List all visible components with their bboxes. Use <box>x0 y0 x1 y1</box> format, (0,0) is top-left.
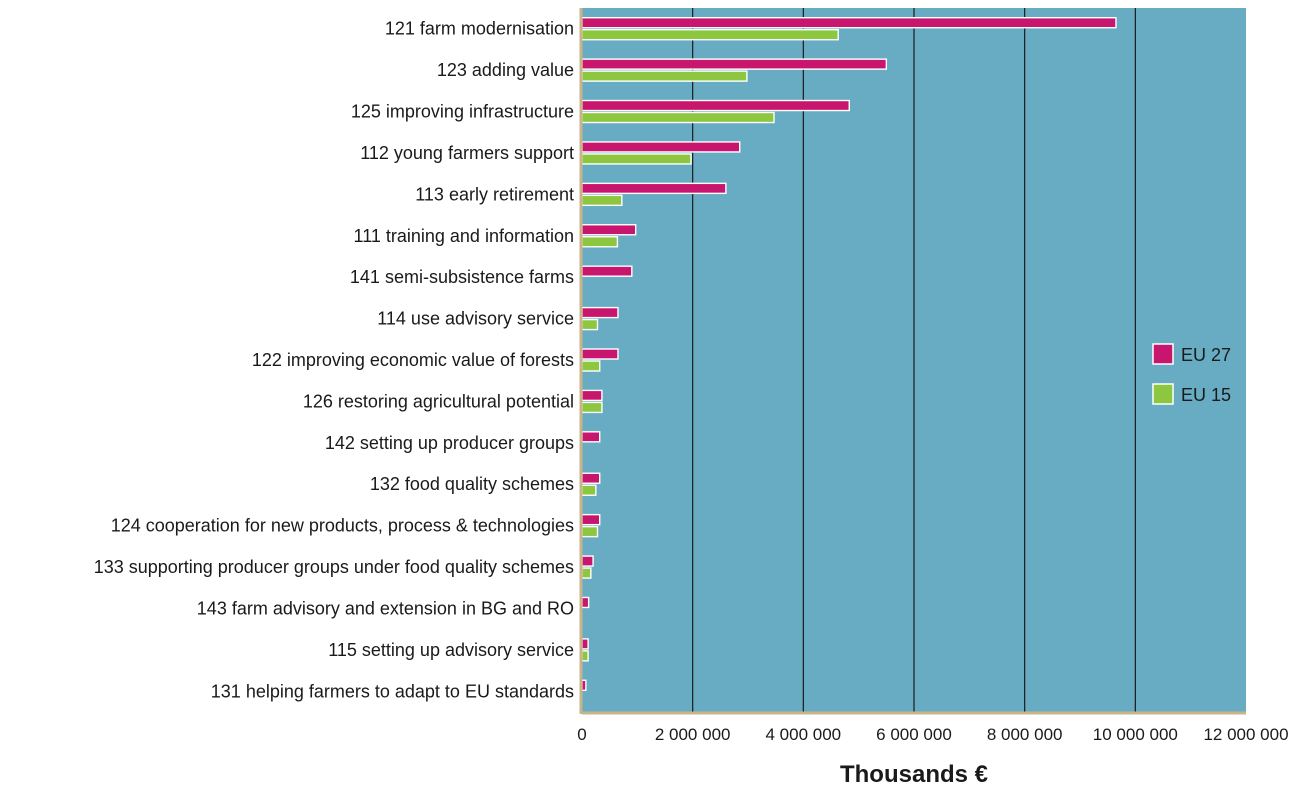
legend-swatch <box>1152 383 1174 405</box>
bar-eu-27 <box>581 513 601 526</box>
bar-eu-15 <box>581 318 599 331</box>
bar-eu-27 <box>581 58 888 70</box>
bar-eu-27 <box>581 638 589 650</box>
category-label: 112 young farmers support <box>360 143 574 163</box>
bar-eu-15 <box>581 567 592 579</box>
bar-eu-15 <box>581 70 748 82</box>
bar-eu-27 <box>581 472 601 484</box>
bar-eu-15 <box>581 525 599 538</box>
category-label: 115 setting up advisory service <box>328 640 574 660</box>
bar-eu-27 <box>581 265 633 277</box>
bar-eu-15 <box>581 360 601 372</box>
bar-eu-27 <box>581 99 850 112</box>
bar-eu-15 <box>581 111 775 124</box>
category-label: 126 restoring agricultural potential <box>303 391 574 411</box>
bar-eu-27 <box>581 348 619 360</box>
bar-eu-27 <box>581 679 587 691</box>
bar-eu-27 <box>581 431 601 443</box>
category-label: 114 use advisory service <box>377 309 574 329</box>
x-tick-label: 12 000 000 <box>1203 725 1288 744</box>
category-label: 111 training and information <box>354 226 574 246</box>
category-label: 122 improving economic value of forests <box>252 350 574 370</box>
bar-eu-27 <box>581 306 619 319</box>
x-tick-label: 0 <box>577 725 586 744</box>
category-label: 142 setting up producer groups <box>325 433 574 453</box>
category-labels: 121 farm modernisation 123 adding value 12… <box>94 19 574 702</box>
bar-eu-15 <box>581 236 619 248</box>
x-tick-label: 10 000 000 <box>1093 725 1178 744</box>
bar-eu-27 <box>581 596 590 609</box>
x-tick-label: 6 000 000 <box>876 725 952 744</box>
axes <box>579 8 1246 715</box>
category-label: 133 supporting producer groups under foo… <box>94 557 574 577</box>
bar-eu-15 <box>581 484 597 496</box>
bars <box>581 17 1117 691</box>
legend-label: EU 27 <box>1181 345 1231 365</box>
category-label: 124 cooperation for new products, proces… <box>111 516 574 536</box>
legend-label: EU 15 <box>1181 385 1231 405</box>
category-label: 141 semi-subsistence farms <box>350 267 574 287</box>
legend: EU 27 EU 15 <box>1152 343 1231 405</box>
tick-labels: 0 2 000 000 4 000 000 6 000 000 8 000 000 10 … <box>577 725 1288 744</box>
bar-eu-15 <box>581 153 692 165</box>
category-label: 123 adding value <box>437 60 574 80</box>
bar-eu-15 <box>581 29 839 41</box>
category-label: 125 improving infrastructure <box>351 102 574 122</box>
x-tick-label: 2 000 000 <box>655 725 731 744</box>
legend-swatch <box>1152 343 1174 365</box>
bar-eu-15 <box>581 650 589 662</box>
category-label: 113 early retirement <box>415 184 574 204</box>
bar-eu-27 <box>581 141 741 153</box>
category-label: 121 farm modernisation <box>385 19 574 39</box>
x-tick-label: 4 000 000 <box>766 725 842 744</box>
category-label: 143 farm advisory and extension in BG an… <box>197 598 574 618</box>
bar-eu-27 <box>581 182 727 195</box>
gridlines <box>692 8 1136 712</box>
bar-eu-27 <box>581 224 637 236</box>
bar-eu-15 <box>581 401 603 414</box>
bar-eu-27 <box>581 389 603 402</box>
x-axis-title: Thousands € <box>840 761 988 786</box>
bar-eu-15 <box>581 194 623 207</box>
category-label: 131 helping farmers to adapt to EU stand… <box>211 681 574 701</box>
category-label: 132 food quality schemes <box>370 474 574 494</box>
x-tick-label: 8 000 000 <box>987 725 1063 744</box>
bar-eu-27 <box>581 17 1117 29</box>
bar-eu-27 <box>581 555 594 567</box>
